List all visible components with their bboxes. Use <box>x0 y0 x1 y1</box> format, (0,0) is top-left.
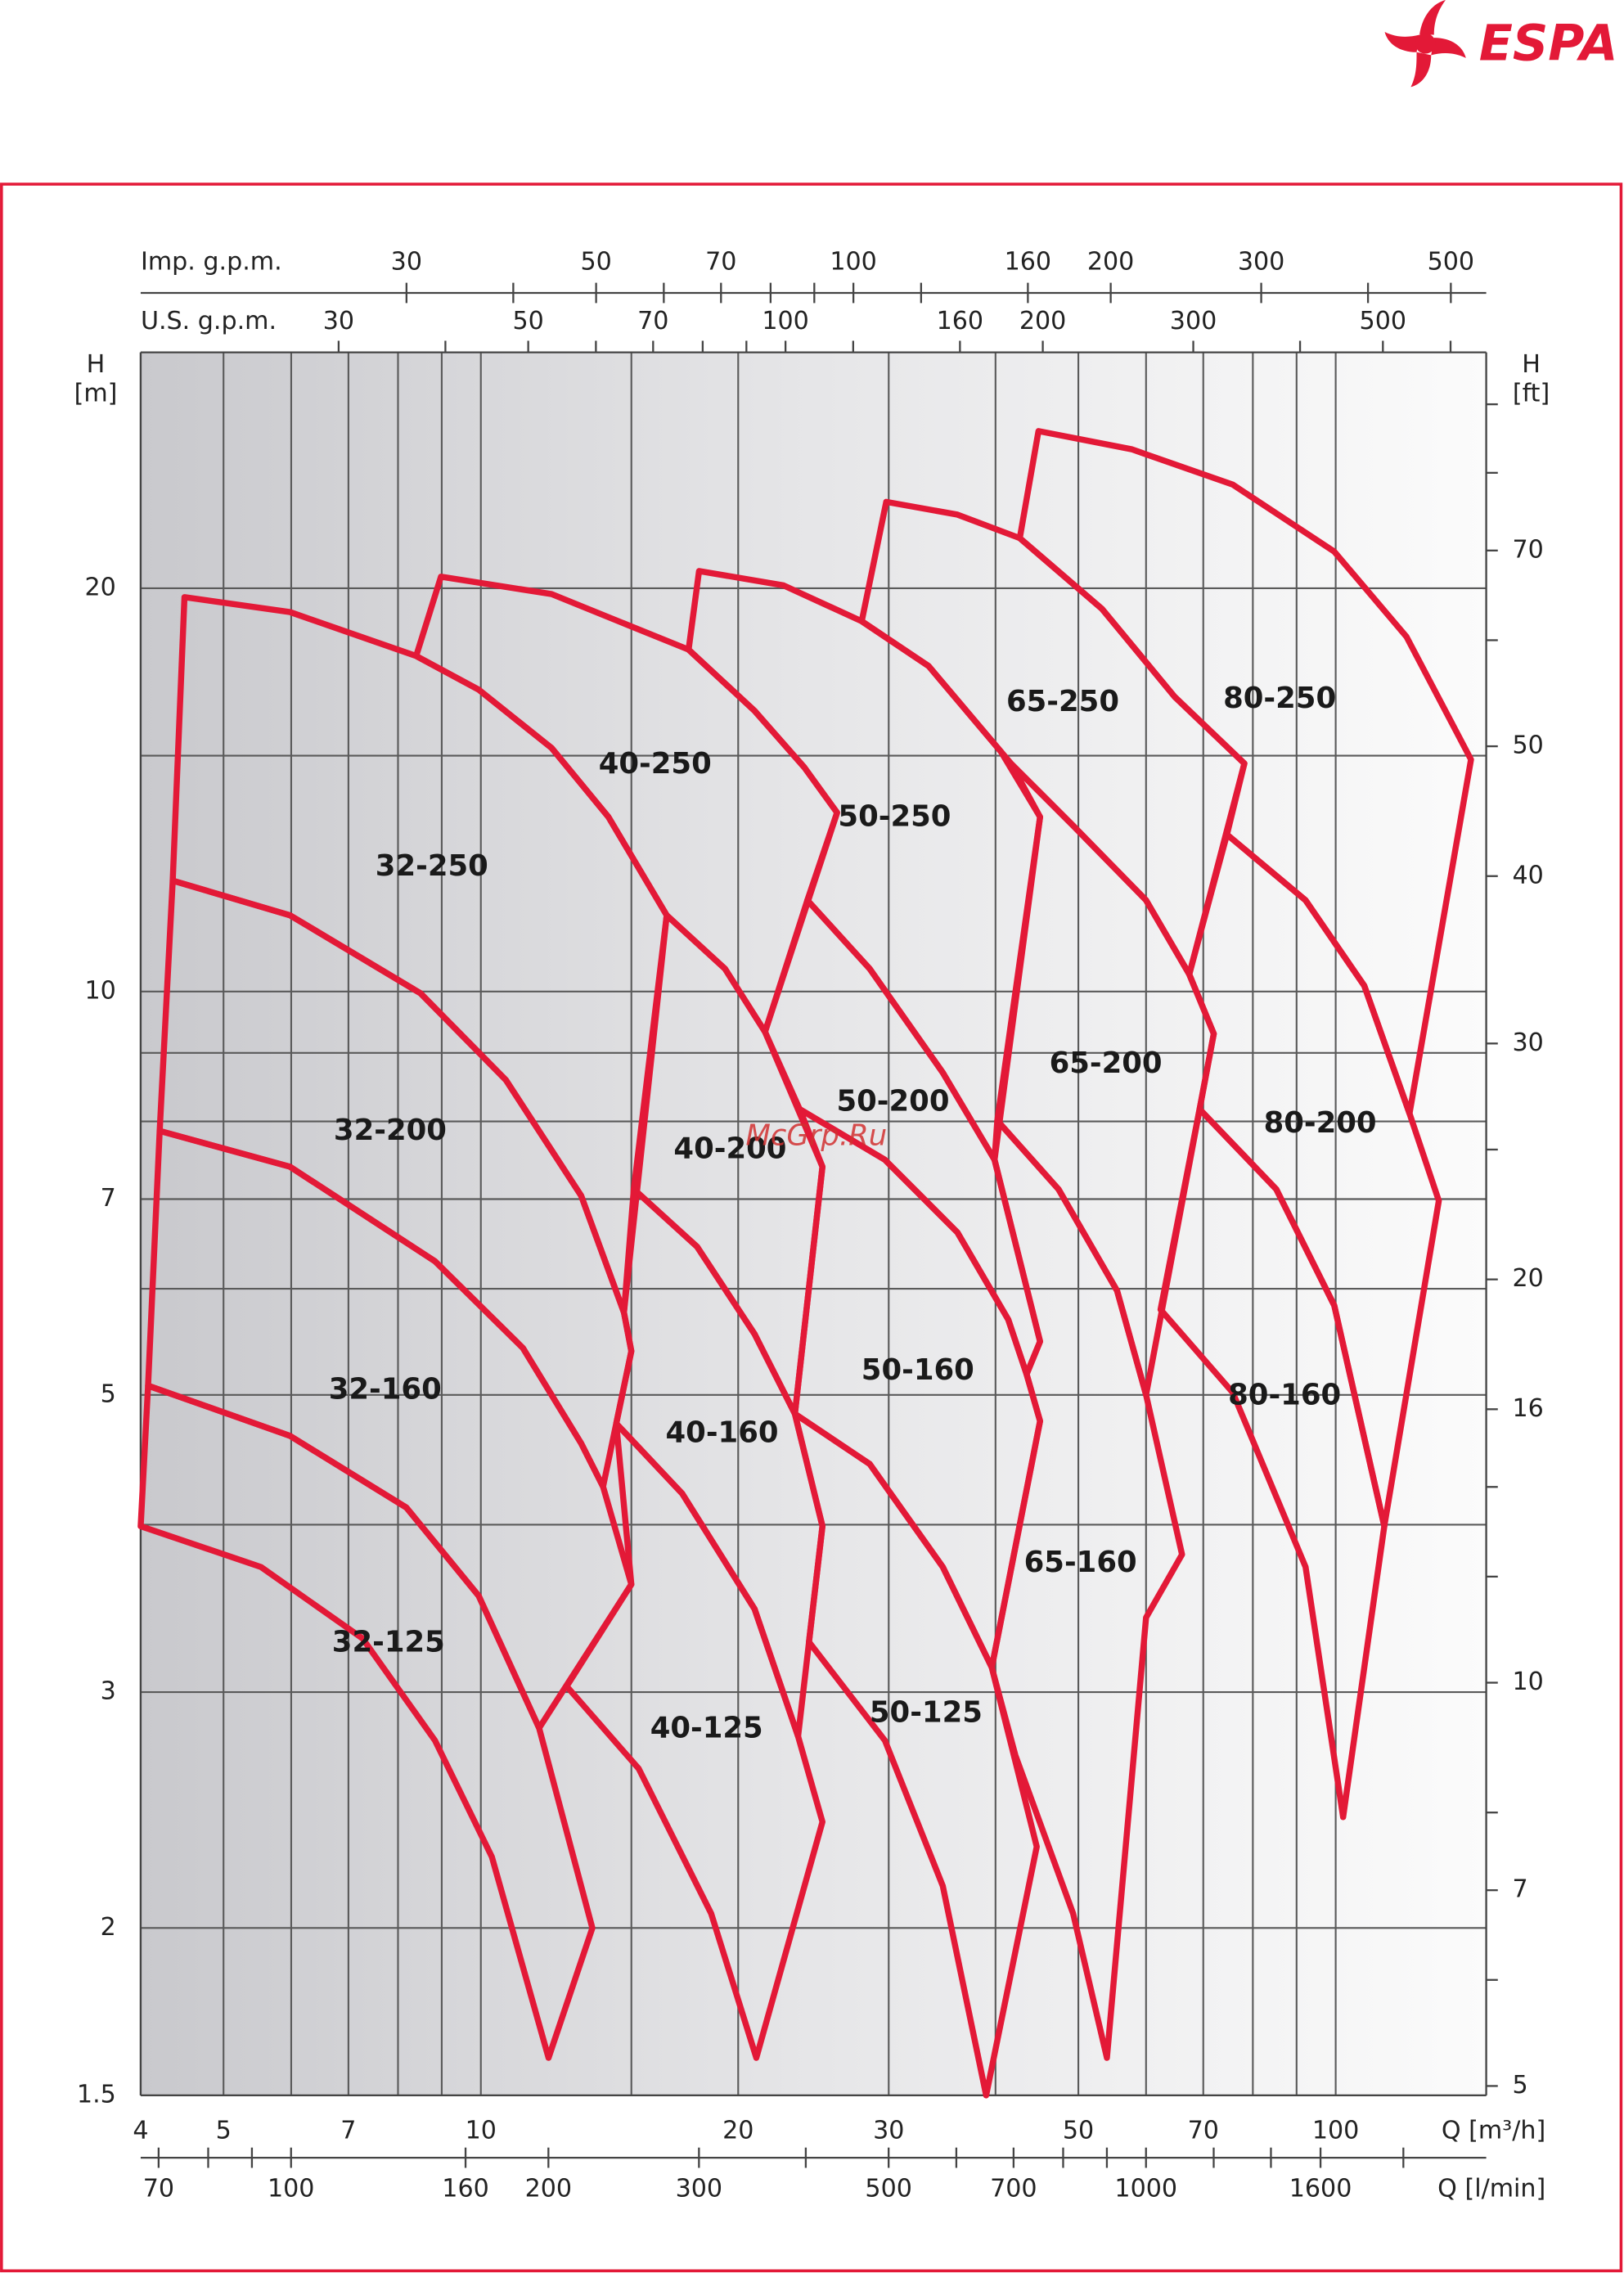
bottom2-tick-label: 300 <box>676 2175 722 2203</box>
top2-tick-label: 300 <box>1238 247 1284 276</box>
top1-tick-label: 500 <box>1360 307 1406 335</box>
y2-tick-label: 10 <box>1512 1668 1543 1696</box>
series-label: 50-125 <box>870 1695 983 1729</box>
y2-axis-label: H <box>1522 350 1541 379</box>
y2-tick-label: 20 <box>1512 1264 1543 1293</box>
top1-axis-label: U.S. g.p.m. <box>141 307 277 335</box>
series-label: 50-250 <box>838 800 951 834</box>
watermark: McGrp.Ru <box>745 1118 887 1152</box>
series-label: 32-160 <box>329 1373 442 1407</box>
top2-tick-label: 160 <box>1005 247 1051 276</box>
series-label: 50-200 <box>836 1085 949 1118</box>
bottom2-tick-label: 1000 <box>1114 2175 1177 2203</box>
bottom2-tick-label: 1600 <box>1289 2175 1352 2203</box>
top2-tick-label: 200 <box>1087 247 1134 276</box>
series-label: 65-250 <box>1006 685 1119 718</box>
y-axis-unit: [m] <box>74 380 118 408</box>
series-label: 40-200 <box>673 1132 786 1166</box>
y2-tick-label: 30 <box>1512 1028 1543 1057</box>
top1-tick-label: 160 <box>937 307 983 335</box>
bottom2-tick-label: 70 <box>143 2175 174 2203</box>
top2-tick-label: 500 <box>1428 247 1474 276</box>
logo-icon <box>1384 0 1466 88</box>
series-label: 80-160 <box>1228 1378 1341 1411</box>
x-tick-label: 7 <box>340 2117 356 2145</box>
series-label: 40-125 <box>650 1712 763 1745</box>
y-tick-label: 1.5 <box>77 2080 116 2109</box>
y-tick-label: 2 <box>101 1913 116 1942</box>
frame <box>0 182 1623 2273</box>
series-label: 80-250 <box>1223 682 1336 715</box>
top1-tick-label: 70 <box>637 307 668 335</box>
series-label: 65-200 <box>1050 1046 1163 1080</box>
chart-layer: 4 5 7 10 20 30 50 70 100 1.5 2 3 5 7 10 20 5 7 10 16 20 30 40 5… <box>74 247 1550 2203</box>
x-tick-label: 50 <box>1063 2117 1094 2145</box>
y-tick-label: 10 <box>84 976 115 1005</box>
top1-tick-label: 100 <box>762 307 808 335</box>
series-label: 32-200 <box>334 1114 447 1147</box>
y2-tick-label: 7 <box>1512 1875 1527 1904</box>
brand: ESPA <box>1479 15 1618 72</box>
y-tick-label: 3 <box>101 1677 116 1706</box>
x-tick-label: 5 <box>216 2117 232 2145</box>
top2-tick-label: 70 <box>705 247 736 276</box>
top2-tick-label: 50 <box>580 247 611 276</box>
pump-region <box>563 1420 825 2061</box>
x-tick-label: 20 <box>722 2117 754 2145</box>
bottom2-tick-label: 100 <box>268 2175 314 2203</box>
series-label: 40-250 <box>599 747 712 781</box>
bottom2-axis-label: Q [l/min] <box>1437 2175 1545 2203</box>
y2-tick-label: 50 <box>1512 731 1543 760</box>
pump-region <box>137 1382 596 2061</box>
x-axis-label: Q [m³/h] <box>1442 2117 1545 2145</box>
bottom2-tick-label: 700 <box>990 2175 1037 2203</box>
top1-tick-label: 30 <box>323 307 354 335</box>
top1-tick-label: 50 <box>512 307 543 335</box>
top1-tick-label: 300 <box>1170 307 1217 335</box>
x-tick-label: 4 <box>133 2117 148 2145</box>
x-tick-label: 100 <box>1312 2117 1359 2145</box>
series-label: 50-160 <box>861 1353 974 1387</box>
bottom2-tick-label: 160 <box>442 2175 488 2203</box>
x-tick-label: 10 <box>466 2117 497 2145</box>
bottom2-tick-label: 200 <box>525 2175 572 2203</box>
series-label: 32-250 <box>376 849 488 883</box>
y2-tick-label: 16 <box>1512 1394 1543 1423</box>
y-tick-label: 20 <box>84 573 115 601</box>
series-label: 65-160 <box>1024 1546 1137 1579</box>
pump-region <box>791 1411 1040 2099</box>
y2-axis-unit: [ft] <box>1513 380 1550 408</box>
y-axis-label: H <box>87 350 106 379</box>
x-tick-label: 30 <box>873 2117 904 2145</box>
top1-tick-label: 200 <box>1019 307 1066 335</box>
y2-tick-label: 40 <box>1512 861 1543 889</box>
y2-tick-label: 70 <box>1512 535 1543 564</box>
pump-region <box>1157 1105 1388 1821</box>
x-tick-label: 70 <box>1188 2117 1219 2145</box>
top2-axis-label: Imp. g.p.m. <box>141 247 282 276</box>
series-label: 40-160 <box>666 1416 779 1450</box>
top2-tick-label: 30 <box>391 247 422 276</box>
y-tick-label: 5 <box>101 1380 116 1408</box>
y2-tick-label: 5 <box>1512 2071 1527 2100</box>
top2-tick-label: 100 <box>830 247 876 276</box>
pump-region <box>988 1117 1185 2061</box>
bottom2-tick-label: 500 <box>865 2175 911 2203</box>
series-label: 80-200 <box>1264 1106 1377 1140</box>
series-label: 32-125 <box>332 1625 445 1659</box>
y-tick-label: 7 <box>101 1184 116 1213</box>
